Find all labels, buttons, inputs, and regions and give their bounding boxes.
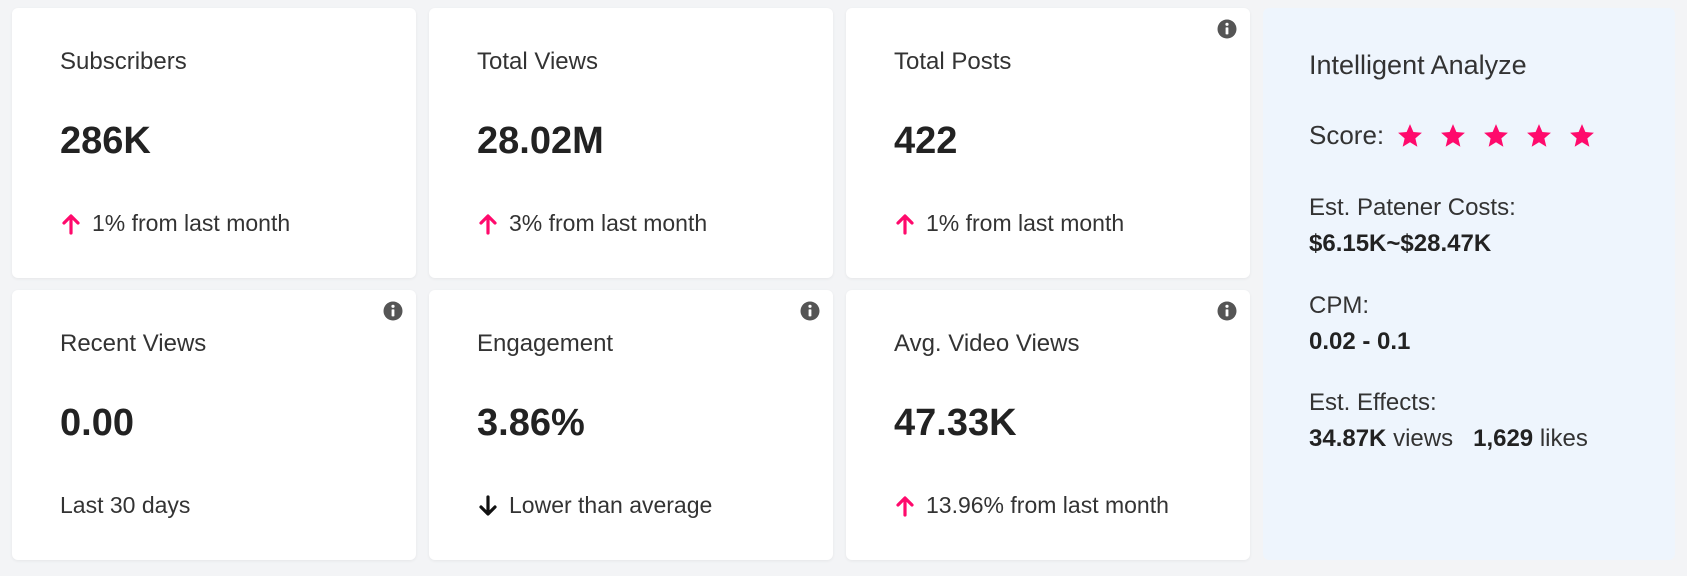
info-icon[interactable] xyxy=(1217,301,1237,321)
card-title: Subscribers xyxy=(60,48,187,75)
trend-text: Lower than average xyxy=(509,492,713,518)
arrow-up-icon xyxy=(479,213,497,235)
effects-likes-value: 1,629 xyxy=(1473,425,1534,452)
arrow-up-icon xyxy=(896,213,914,235)
effects-likes-unit: likes xyxy=(1539,425,1588,452)
intelligent-analyze-panel: Intelligent Analyze Score: Est. Patener … xyxy=(1263,8,1675,560)
card-trend: Last 30 days xyxy=(60,492,190,519)
trend-text: Last 30 days xyxy=(60,492,191,518)
effects-label: Est. Effects: xyxy=(1309,389,1437,416)
card-value: 28.02M xyxy=(477,120,604,162)
trend-text: 1% from last month xyxy=(92,210,291,236)
info-icon[interactable] xyxy=(800,301,820,321)
card-title: Total Posts xyxy=(894,48,1012,75)
arrow-up-icon xyxy=(62,213,80,235)
panel-title: Intelligent Analyze xyxy=(1309,50,1527,80)
stats-grid: Subscribers 286K 1% from last month Tota… xyxy=(12,8,1250,560)
card-title: Avg. Video Views xyxy=(894,330,1080,357)
card-total-posts: Total Posts 422 1% from last month xyxy=(846,8,1250,278)
card-trend: 13.96% from last month xyxy=(894,492,1169,519)
star-icon xyxy=(1484,123,1509,147)
score-label: Score: xyxy=(1309,120,1385,150)
costs-label: Est. Patener Costs: xyxy=(1309,194,1516,221)
card-total-views: Total Views 28.02M 3% from last month xyxy=(429,8,833,278)
card-title: Engagement xyxy=(477,330,614,357)
arrow-down-icon xyxy=(479,494,497,516)
info-icon[interactable] xyxy=(383,301,403,321)
card-value: 47.33K xyxy=(894,402,1017,444)
card-trend: 3% from last month xyxy=(477,210,707,237)
cpm-value: 0.02 - 0.1 xyxy=(1309,328,1411,355)
trend-text: 13.96% from last month xyxy=(926,492,1169,518)
card-title: Total Views xyxy=(477,48,598,75)
card-value: 3.86% xyxy=(477,402,585,444)
card-value: 422 xyxy=(894,120,958,162)
effects-views-unit: views xyxy=(1393,425,1454,452)
trend-text: 1% from last month xyxy=(926,210,1125,236)
trend-text: 3% from last month xyxy=(509,210,708,236)
cpm-label: CPM: xyxy=(1309,292,1369,319)
score-stars xyxy=(1396,122,1611,150)
info-icon[interactable] xyxy=(1217,19,1237,39)
star-icon xyxy=(1527,123,1552,147)
card-recent-views: Recent Views 0.00 Last 30 days xyxy=(12,290,416,560)
card-trend: 1% from last month xyxy=(894,210,1124,237)
card-avg-video-views: Avg. Video Views 47.33K 13.96% from last… xyxy=(846,290,1250,560)
card-trend: Lower than average xyxy=(477,492,712,519)
effects-views-value: 34.87K xyxy=(1309,425,1387,452)
score-row: Score: xyxy=(1309,120,1611,151)
card-trend: 1% from last month xyxy=(60,210,290,237)
card-value: 0.00 xyxy=(60,402,134,444)
costs-value: $6.15K~$28.47K xyxy=(1309,230,1492,257)
card-subscribers: Subscribers 286K 1% from last month xyxy=(12,8,416,278)
star-icon xyxy=(1398,123,1423,147)
arrow-up-icon xyxy=(896,495,914,517)
card-engagement: Engagement 3.86% Lower than average xyxy=(429,290,833,560)
card-title: Recent Views xyxy=(60,330,207,357)
card-value: 286K xyxy=(60,120,151,162)
star-icon xyxy=(1570,123,1595,147)
effects-values: 34.87K views 1,629 likes xyxy=(1309,425,1588,453)
star-icon xyxy=(1441,123,1466,147)
